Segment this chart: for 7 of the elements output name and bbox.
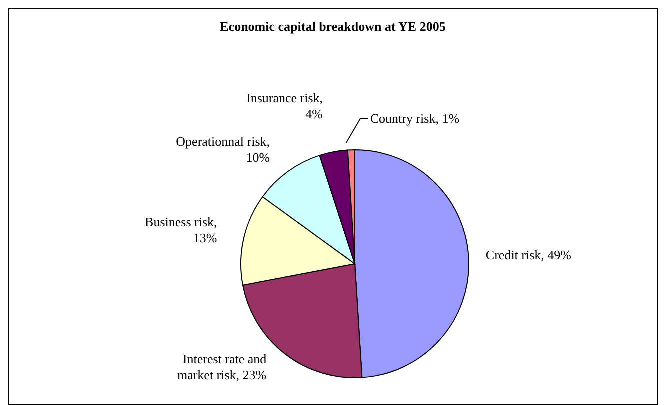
slice-label: Interest rate and market risk, 23% xyxy=(177,351,268,382)
slice-label: Country risk, 1% xyxy=(370,111,460,126)
slice-label: Credit risk, 49% xyxy=(486,248,572,263)
slice-label: Operationnal risk, 10% xyxy=(176,134,270,165)
slice-label: Business risk, 13% xyxy=(145,214,218,246)
slice-label: Insurance risk, 4% xyxy=(246,90,324,122)
chart-title: Economic capital breakdown at YE 2005 xyxy=(219,19,447,35)
